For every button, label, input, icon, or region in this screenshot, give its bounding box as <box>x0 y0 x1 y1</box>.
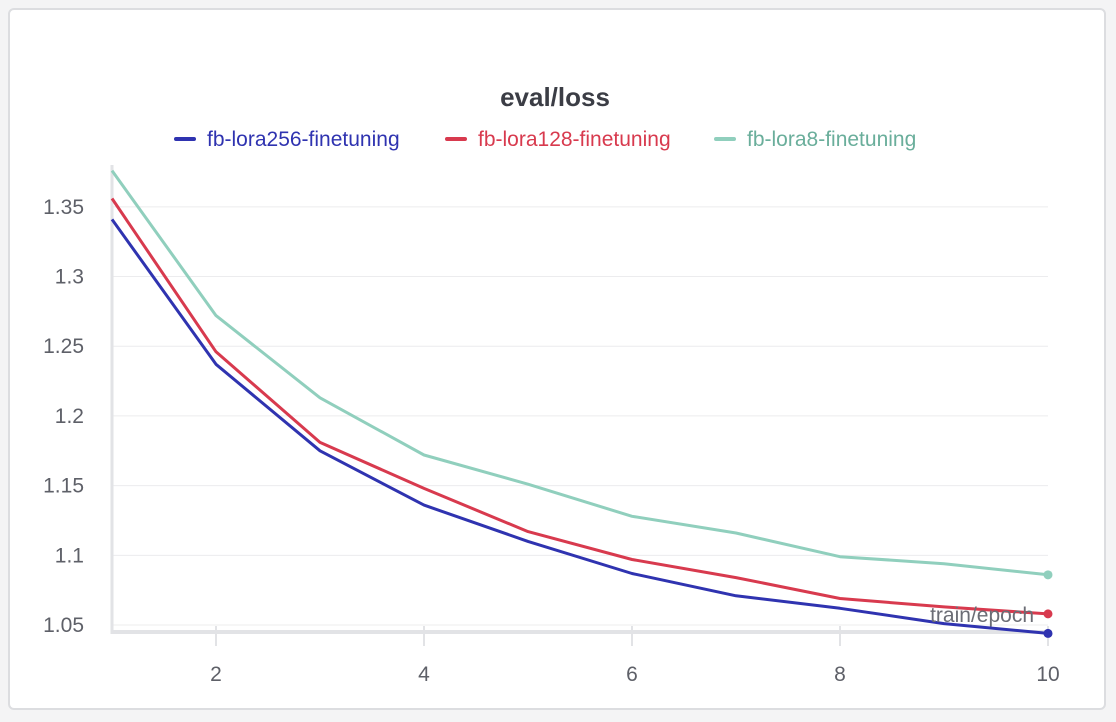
x-tick-label: 8 <box>834 663 846 686</box>
series-end-point-1 <box>1043 628 1053 638</box>
legend-label-3: fb-lora8-finetuning <box>747 128 916 151</box>
chart-panel <box>8 8 1106 710</box>
legend-label-1: fb-lora256-finetuning <box>207 128 400 151</box>
y-tick-label: 1.25 <box>43 335 84 358</box>
y-tick-label: 1.3 <box>55 266 84 289</box>
series-end-point-3 <box>1043 570 1053 580</box>
legend-label-2: fb-lora128-finetuning <box>478 128 671 151</box>
series-line-3 <box>110 169 1049 577</box>
series-end-point-2 <box>1043 609 1053 619</box>
y-tick-label: 1.15 <box>43 475 84 498</box>
axes: 1.05 1.1 1.15 1.2 1.25 1.3 1.35 2 4 6 8 10 <box>43 165 1060 686</box>
y-tick-label: 1.1 <box>55 544 84 567</box>
grid <box>112 206 1048 626</box>
series-line-2 <box>110 197 1049 616</box>
legend: fb-lora256-finetuning fb-lora128-finetuni… <box>174 128 916 151</box>
x-tick-label: 6 <box>626 663 638 686</box>
y-tick-label: 1.2 <box>55 405 84 428</box>
x-axis-title: train/epoch <box>930 604 1034 627</box>
series-line-1 <box>110 218 1049 635</box>
x-tick-label: 2 <box>210 663 222 686</box>
y-tick-label: 1.35 <box>43 196 84 219</box>
series-lines <box>110 169 1053 638</box>
x-tick-label: 10 <box>1036 663 1059 686</box>
y-tick-label: 1.05 <box>43 614 84 637</box>
chart-title: eval/loss <box>500 82 610 112</box>
x-tick-label: 4 <box>418 663 430 686</box>
